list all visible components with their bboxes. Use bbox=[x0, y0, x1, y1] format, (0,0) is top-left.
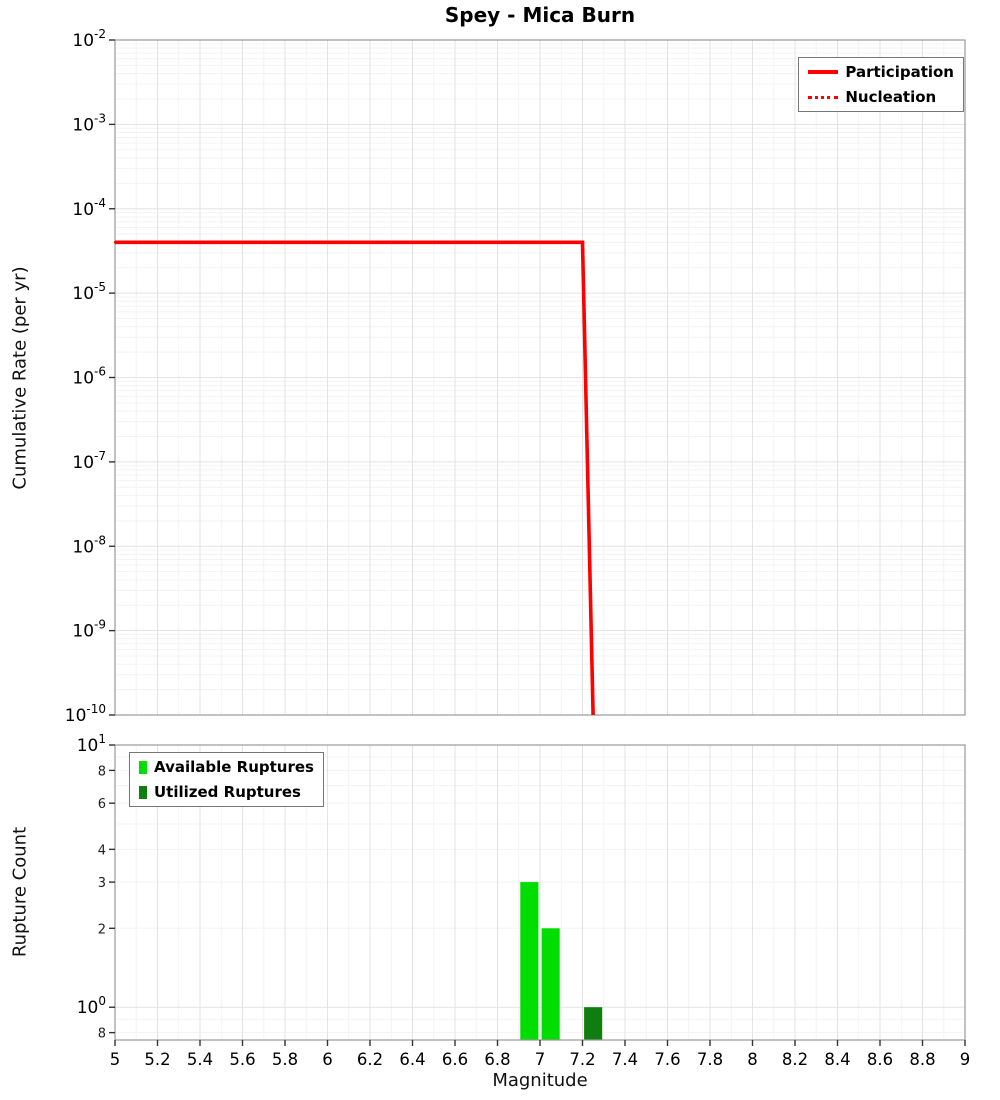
x-tick-label: 5 bbox=[110, 1050, 121, 1069]
x-tick-label: 7.6 bbox=[654, 1050, 680, 1069]
chart-title: Spey - Mica Burn bbox=[444, 3, 636, 27]
participation-line-sample bbox=[808, 70, 839, 74]
rate-y-tick-label: 10-3 bbox=[72, 111, 106, 135]
x-tick-label: 5.6 bbox=[229, 1050, 255, 1069]
x-tick-label: 7.4 bbox=[612, 1050, 638, 1069]
x-tick-label: 7.2 bbox=[569, 1050, 595, 1069]
rate-y-tick-label: 10-10 bbox=[65, 702, 106, 726]
count-panel-grid bbox=[115, 745, 965, 1040]
x-tick-label: 6.6 bbox=[442, 1050, 468, 1069]
rate-y-tick-label: 10-2 bbox=[72, 27, 106, 51]
x-tick-label: 8.4 bbox=[824, 1050, 850, 1069]
x-tick-label: 8.2 bbox=[782, 1050, 808, 1069]
available-ruptures-swatch bbox=[139, 760, 147, 774]
legend-item-available-ruptures: Available Ruptures bbox=[139, 756, 314, 778]
x-tick-label: 8.8 bbox=[909, 1050, 935, 1069]
x-tick-label: 7 bbox=[535, 1050, 546, 1069]
count-y-tick-label: 8 bbox=[98, 1027, 106, 1042]
y-axis-label-count: Rupture Count bbox=[9, 826, 31, 958]
y-axis-label-rate: Cumulative Rate (per yr) bbox=[9, 266, 31, 490]
x-tick-label: 5.4 bbox=[187, 1050, 213, 1069]
rate-panel-grid bbox=[115, 40, 965, 715]
nucleation-line-sample bbox=[808, 95, 839, 99]
count-y-tick-label: 100 bbox=[77, 994, 106, 1018]
rate-panel-y-ticks: 10-2 10-3 10-4 10-5 10-6 10-7 10-8 10-9 10-10 bbox=[65, 27, 115, 726]
x-axis-ticks: 5 5.2 5.4 5.6 5.8 6 6.2 6.4 6.6 6.8 7 7.2 7.4 7.6 7.8 8… bbox=[110, 1040, 971, 1069]
x-tick-label: 9 bbox=[960, 1050, 971, 1069]
legend-item-participation: Participation bbox=[808, 61, 954, 83]
count-y-tick-label: 2 bbox=[98, 922, 106, 937]
legend-item-nucleation: Nucleation bbox=[808, 86, 954, 108]
x-tick-label: 7.8 bbox=[697, 1050, 723, 1069]
x-tick-label: 8.6 bbox=[867, 1050, 893, 1069]
utilized-ruptures-bar bbox=[584, 1007, 603, 1040]
legend-label-utilized-ruptures: Utilized Ruptures bbox=[154, 783, 301, 801]
x-tick-label: 6.2 bbox=[357, 1050, 383, 1069]
rate-y-tick-label: 10-8 bbox=[72, 533, 106, 557]
legend-count-panel: Available Ruptures Utilized Ruptures bbox=[129, 752, 324, 807]
nucleation-line bbox=[113, 241, 595, 717]
rate-y-tick-label: 10-7 bbox=[72, 449, 106, 473]
count-y-tick-label: 101 bbox=[77, 732, 106, 756]
count-y-tick-label: 8 bbox=[98, 764, 106, 779]
legend-label-participation: Participation bbox=[845, 63, 954, 81]
x-tick-label: 6.8 bbox=[484, 1050, 510, 1069]
x-axis-label: Magnitude bbox=[492, 1070, 588, 1091]
utilized-ruptures-swatch bbox=[139, 785, 147, 799]
available-ruptures-bar bbox=[541, 928, 560, 1040]
legend-label-nucleation: Nucleation bbox=[845, 88, 937, 106]
count-y-tick-label: 3 bbox=[98, 876, 106, 891]
x-tick-label: 5.8 bbox=[272, 1050, 298, 1069]
rate-y-tick-label: 10-9 bbox=[72, 618, 106, 642]
x-tick-label: 6 bbox=[322, 1050, 333, 1069]
available-ruptures-bar bbox=[520, 882, 539, 1040]
x-tick-label: 6.4 bbox=[399, 1050, 425, 1069]
legend-item-utilized-ruptures: Utilized Ruptures bbox=[139, 781, 314, 803]
x-tick-label: 5.2 bbox=[144, 1050, 170, 1069]
rate-y-tick-label: 10-5 bbox=[72, 280, 106, 304]
legend-label-available-ruptures: Available Ruptures bbox=[154, 758, 314, 776]
x-tick-label: 8 bbox=[747, 1050, 758, 1069]
count-panel-y-ticks: 101 8 6 4 3 2 100 8 bbox=[77, 732, 115, 1042]
rate-y-tick-label: 10-4 bbox=[72, 196, 106, 220]
count-bars bbox=[520, 882, 603, 1040]
rate-y-tick-label: 10-6 bbox=[72, 365, 106, 389]
legend-rate-panel: Participation Nucleation bbox=[798, 57, 964, 112]
rate-series-lines bbox=[113, 240, 595, 717]
count-y-tick-label: 6 bbox=[98, 797, 106, 812]
count-y-tick-label: 4 bbox=[98, 843, 106, 858]
